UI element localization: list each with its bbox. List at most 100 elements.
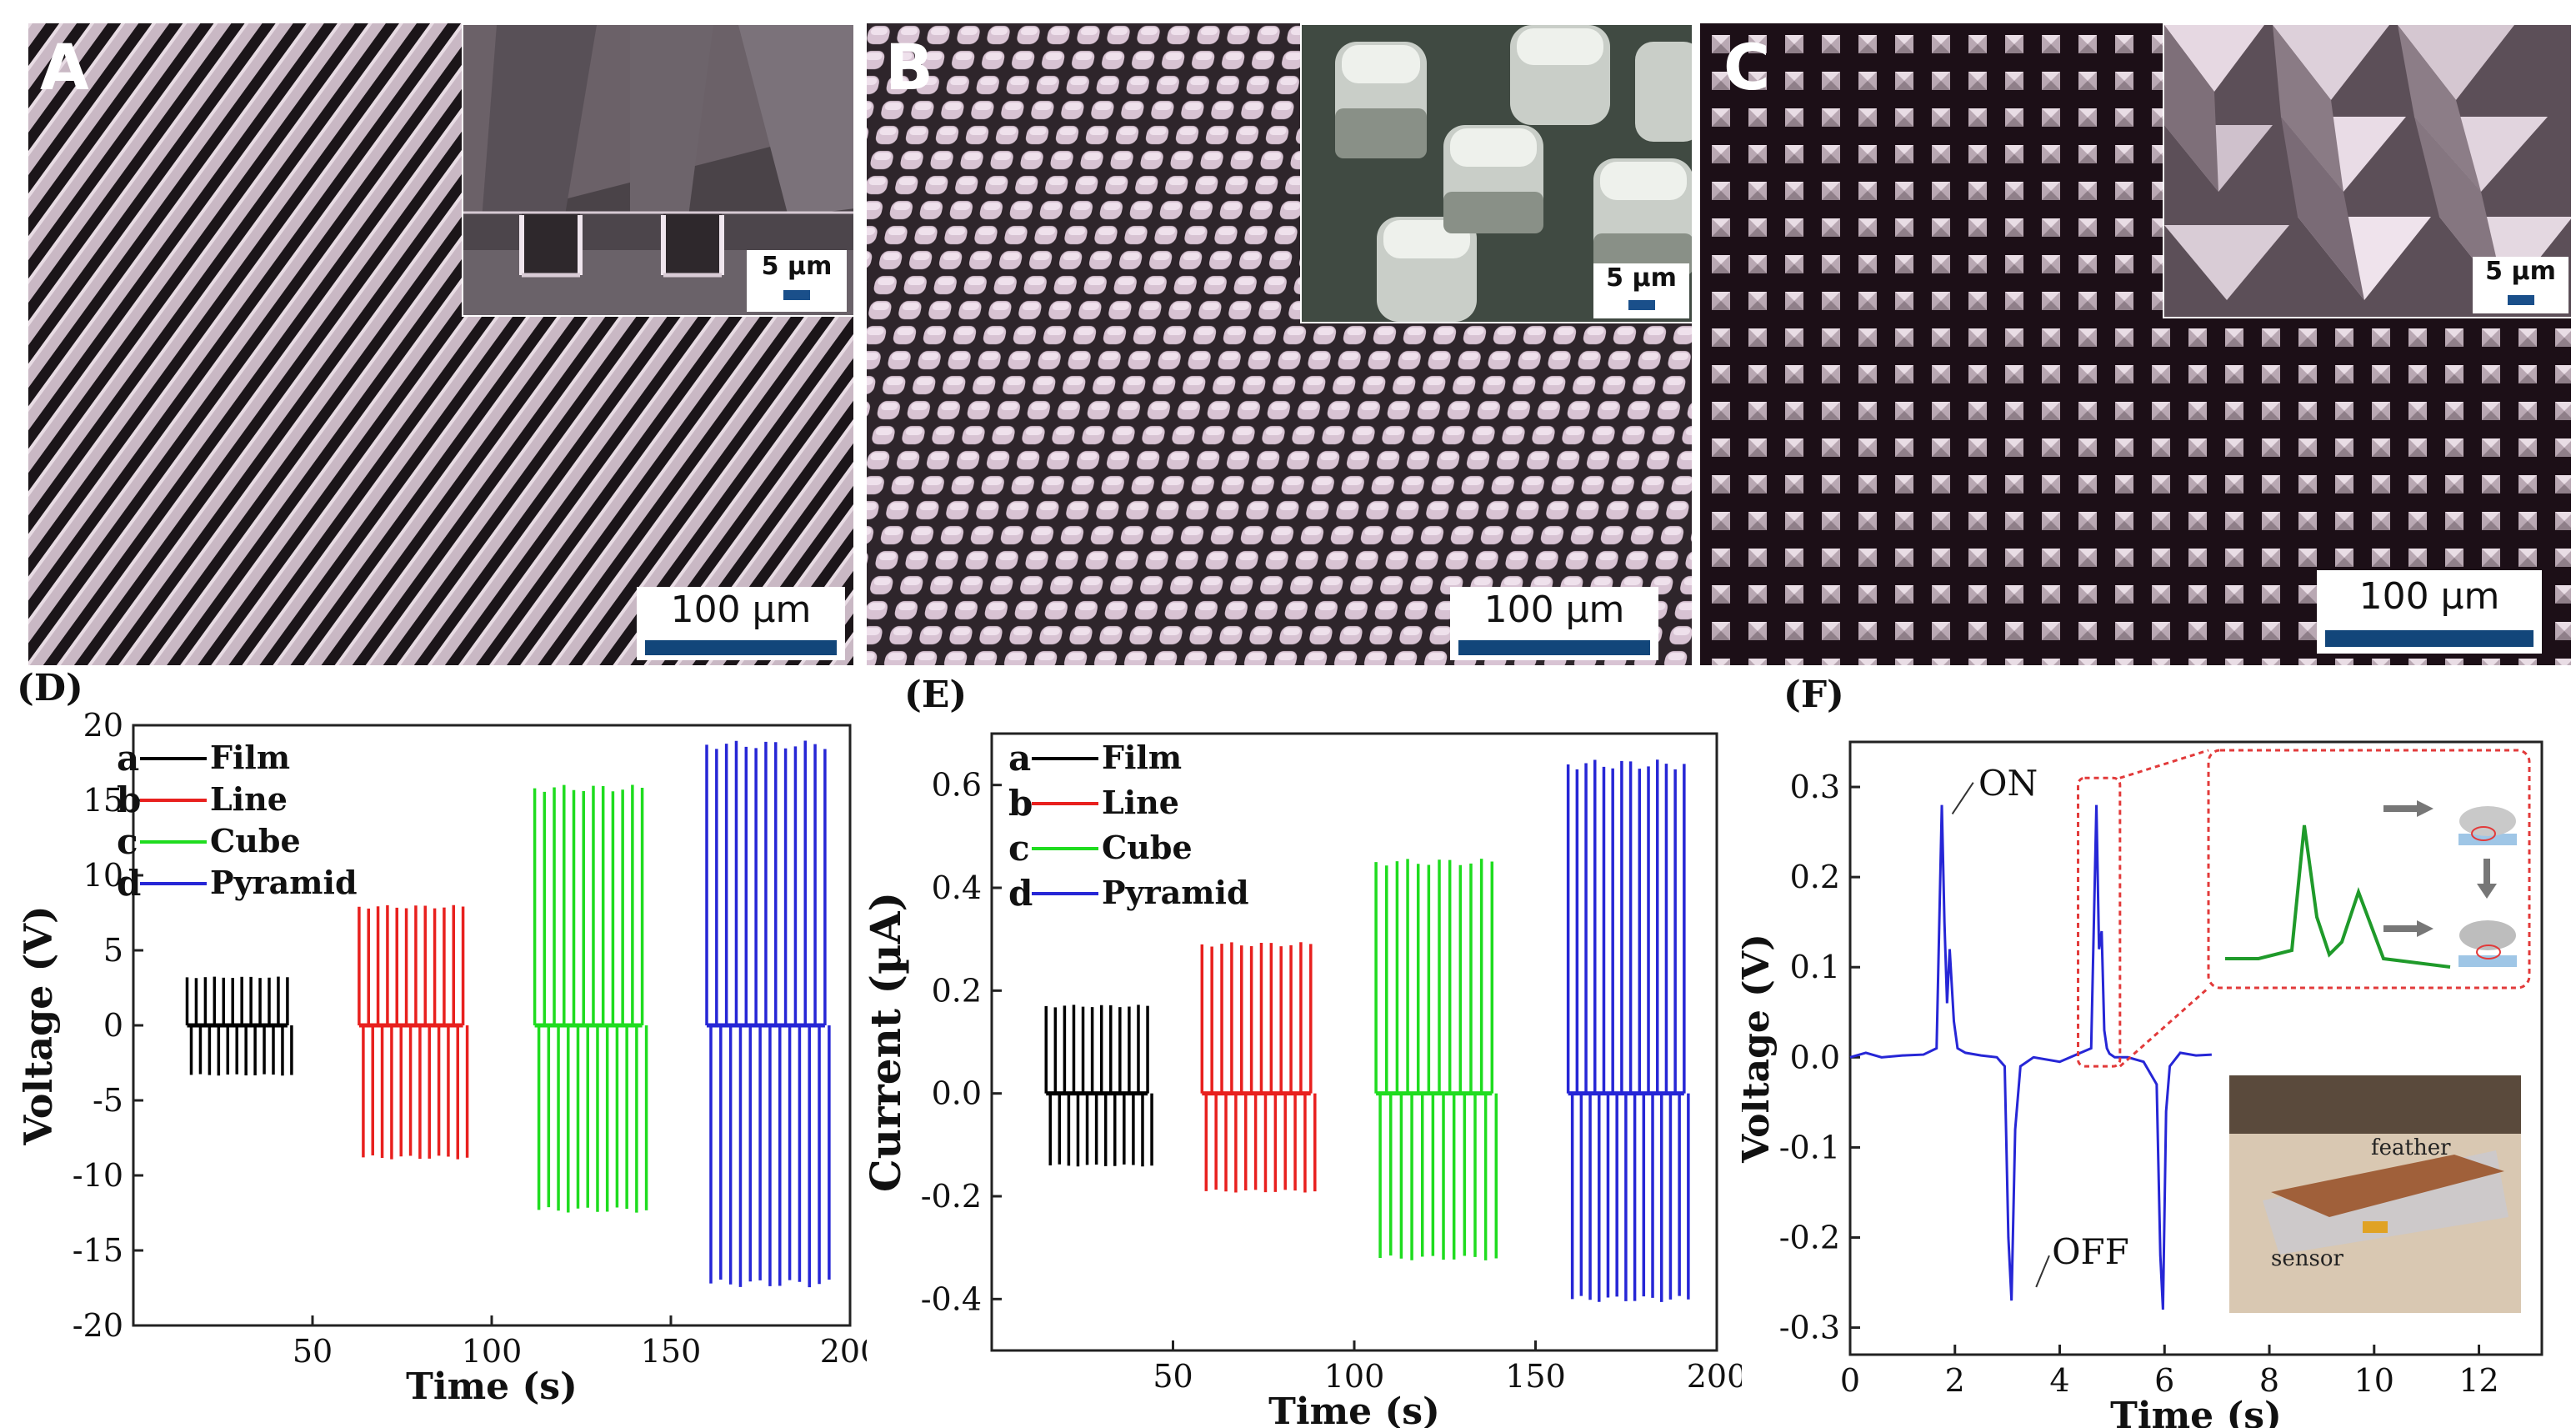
inset-line-trench: 5 µm [462,23,853,317]
inset-scale-label-b: 5 µm [1606,263,1677,293]
y-tick-label: -15 [73,1232,123,1269]
series-pyramid [1566,759,1690,1302]
series-line [358,904,469,1160]
legend-entry: Pyramid [210,864,358,901]
inset-scale-label-c: 5 µm [2485,257,2556,286]
y-tick-label: -0.4 [921,1280,982,1317]
y-axis-label: Current (µA) [867,892,910,1192]
y-tick-label: 5 [103,932,123,969]
inset-scale-bar-b: 5 µm [1593,263,1689,318]
x-tick-label: 12 [2458,1362,2498,1399]
series-film [1044,1005,1153,1167]
legend-entry: Film [210,739,290,776]
y-tick-label: 0.2 [932,972,982,1009]
sensor-chip [2363,1221,2388,1233]
arrow-down-icon [2477,884,2497,899]
sem-panel-a: A 5 µm 100 µm [28,23,853,665]
x-tick-label: 0 [1840,1362,1860,1399]
y-tick-label: 0.2 [1790,859,1840,895]
legend-letter: c [1008,828,1030,869]
y-tick-label: -20 [73,1307,123,1344]
panel-label-e: (E) [904,674,968,716]
y-tick-label: -0.3 [1779,1310,1840,1346]
voltage-trace [1849,804,2212,1310]
arrow-off [2035,1255,2050,1288]
contact-marker [2471,826,2496,841]
feather-icon [2459,806,2516,836]
panel-label-f: (F) [1783,674,1844,716]
feather-photo [2271,1155,2504,1217]
photo-label-sensor: sensor [2271,1246,2343,1271]
legend-letter: d [1008,873,1033,914]
inset-pyramids: 5 µm [2163,23,2571,318]
zoom-connector [2118,986,2209,1068]
photo-label-feather: feather [2371,1135,2451,1160]
y-tick-label: 20 [83,707,123,744]
legend-entry: Line [210,780,288,818]
panel-label-b: B [885,30,933,104]
x-tick-label: 200 [820,1333,867,1370]
chart-feather-response: 0 2 4 6 8 10 12 0.3 0.2 0.1 0.0 -0.1 -0.2 -0.3 Time (s… [1742,740,2543,1428]
x-tick-label: 50 [1153,1358,1193,1395]
x-tick-label: 4 [2049,1362,2069,1399]
sensor-strip [2458,955,2517,967]
x-axis-label: Time (s) [2110,1395,2282,1428]
y-tick-label: 0.3 [1790,769,1840,805]
inset-scale-bar-a: 5 µm [747,250,847,312]
y-tick-label: 0.0 [932,1075,982,1112]
x-axis-label: Time (s) [1268,1390,1440,1428]
legend-entry: Film [1102,739,1182,776]
chart-current-comparison: 50 100 150 200 0.6 0.4 0.2 0.0 -0.2 -0.4 Time (s) C… [867,732,1742,1428]
scale-bar-label-c: 100 µm [2358,575,2500,618]
arrow-on [1951,782,1974,815]
y-tick-label: 0.1 [1790,949,1840,985]
legend-letter: a [117,738,139,779]
legend-entry: Cube [210,822,301,859]
x-tick-label: 150 [1505,1358,1566,1395]
arrow-down-icon [2483,859,2490,887]
legend-letter: c [117,821,138,862]
y-tick-label: -0.2 [1779,1219,1840,1255]
contact-marker [2476,944,2501,960]
arrow-right-icon [2417,800,2433,817]
zoom-region-box [2077,776,2122,1068]
x-tick-label: 2 [1945,1362,1965,1399]
series-pyramid [705,740,831,1288]
zoom-connector [2119,749,2209,779]
series-film [185,976,293,1076]
inset-cube-pillars: 5 µm [1300,23,1692,323]
plot-frame [1848,740,2543,1356]
x-tick-label: 150 [641,1333,702,1370]
y-tick-label: 0.0 [1790,1039,1840,1075]
sem-panel-b: B [867,23,1692,665]
legend-letter: b [117,779,141,820]
y-axis-label: Voltage (V) [16,905,61,1145]
photo-background [2229,1075,2521,1134]
y-tick-label: -10 [73,1157,123,1194]
series-cube [533,784,648,1213]
x-axis-label: Time (s) [406,1365,578,1408]
x-tick-label: 10 [2354,1362,2394,1399]
legend-entry: Cube [1102,829,1193,866]
y-tick-label: 10 [83,857,123,894]
series-cube [1374,859,1498,1260]
legend-entry: Pyramid [1102,874,1249,911]
scale-bar-a: 100 µm [637,587,845,660]
y-tick-label: 0.6 [932,767,982,804]
y-tick-label: 0 [103,1007,123,1044]
y-tick-label: -0.2 [921,1178,982,1215]
x-tick-label: 8 [2259,1362,2279,1399]
legend-entry: Line [1102,784,1179,821]
legend-letter: b [1008,783,1033,824]
annotation-on: ON [1978,763,2038,804]
inset-scale-label-a: 5 µm [761,252,833,281]
annotation-off: OFF [2052,1231,2129,1272]
zoom-inset-box [2207,749,2531,990]
y-tick-label: 15 [83,782,123,819]
y-tick-label: -5 [93,1082,123,1119]
scale-bar-label-a: 100 µm [670,589,812,631]
scale-bar-b: 100 µm [1450,587,1658,660]
series-line [1200,942,1317,1193]
y-tick-label: 0.4 [932,869,982,906]
